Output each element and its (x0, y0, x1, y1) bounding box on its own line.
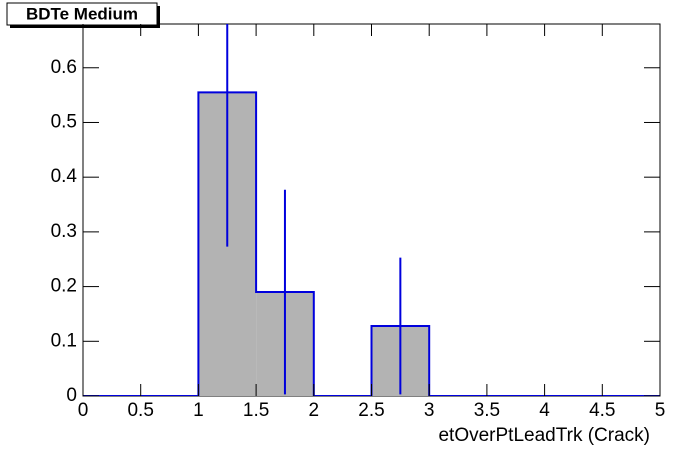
title-box (6, 2, 158, 26)
y-tick-label: 0.1 (51, 330, 77, 351)
x-tick-label: 0.5 (127, 400, 153, 421)
x-axis-label: etOverPtLeadTrk (Crack) (438, 425, 650, 446)
y-tick-label: 0.4 (51, 166, 78, 187)
x-tick-label: 1.5 (243, 400, 269, 421)
x-tick-label: 4.5 (589, 400, 615, 421)
x-tick-label: 5 (655, 400, 666, 421)
chart-title: BDTe Medium (26, 4, 138, 23)
x-tick-label: 0 (78, 400, 89, 421)
y-tick-label: 0.5 (51, 111, 77, 132)
x-tick-label: 3 (424, 400, 435, 421)
y-tick-label: 0 (66, 385, 77, 406)
x-tick-label: 4 (539, 400, 550, 421)
y-tick-label: 0.6 (51, 57, 77, 78)
y-tick-label: 0.3 (51, 221, 77, 242)
y-tick-label: 0.2 (51, 276, 77, 297)
histogram-outline (83, 91, 660, 396)
x-tick-label: 3.5 (474, 400, 500, 421)
x-tick-label: 2.5 (358, 400, 384, 421)
x-tick-label: 1 (193, 400, 204, 421)
x-tick-label: 2 (309, 400, 320, 421)
